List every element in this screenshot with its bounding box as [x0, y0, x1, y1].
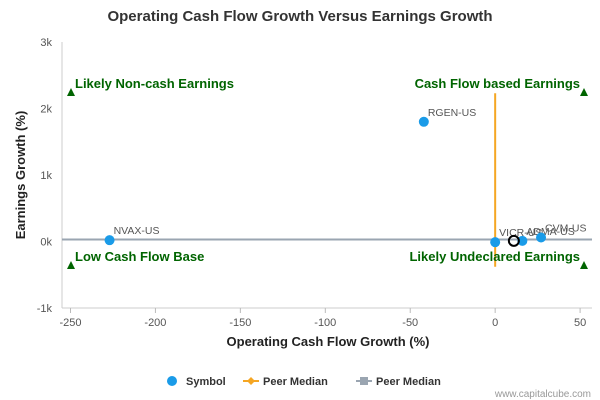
- quadrant-marker-icon: [580, 88, 588, 96]
- data-point[interactable]: [517, 235, 528, 246]
- legend-circle-icon: [167, 376, 177, 386]
- plot-area: [61, 42, 592, 309]
- quadrant-label: Low Cash Flow Base: [75, 249, 204, 264]
- highlight-point[interactable]: [507, 234, 520, 247]
- y-tick-label: 0k: [40, 237, 52, 249]
- quadrant-marker-icon: [580, 261, 588, 269]
- data-point-label: VICR-US: [499, 227, 542, 239]
- y-axis-ticks: -1k 0k 1k 2k 3k: [37, 37, 53, 315]
- legend-label: Peer Median: [263, 376, 328, 388]
- x-tick-label: -100: [314, 317, 336, 329]
- x-tick-label: -200: [144, 317, 166, 329]
- data-point[interactable]: [418, 116, 429, 127]
- legend-label: Peer Median: [376, 376, 441, 388]
- credit-text: www.capitalcube.com: [494, 389, 591, 400]
- quadrant-label: Cash Flow based Earnings: [415, 76, 580, 91]
- chart-title: Operating Cash Flow Growth Versus Earnin…: [107, 8, 492, 25]
- legend-item[interactable]: Peer Median: [243, 376, 328, 388]
- y-tick-label: 1k: [40, 170, 52, 182]
- y-axis-title: Earnings Growth (%): [13, 111, 28, 240]
- x-tick-label: -50: [402, 317, 418, 329]
- quadrant-marker-icon: [67, 88, 75, 96]
- x-tick-label: -250: [59, 317, 81, 329]
- x-tick-label: -150: [229, 317, 251, 329]
- data-point[interactable]: [104, 235, 115, 246]
- legend-diamond-icon: [247, 377, 255, 385]
- legend-label: Symbol: [186, 376, 226, 388]
- y-tick-label: 3k: [40, 37, 52, 49]
- quadrant-label: Likely Non-cash Earnings: [75, 76, 234, 91]
- median-lines: [62, 93, 592, 267]
- legend: Symbol Peer Median Peer Median: [167, 376, 441, 388]
- data-point[interactable]: [536, 232, 547, 243]
- x-tick-label: 50: [574, 317, 586, 329]
- quadrant-marker-icon: [67, 261, 75, 269]
- data-point-label: CVM-US: [545, 223, 586, 235]
- y-tick-label: 2k: [40, 104, 52, 116]
- legend-item[interactable]: Peer Median: [356, 376, 441, 388]
- data-point[interactable]: [490, 237, 501, 248]
- data-point-label: NVAX-US: [114, 225, 160, 237]
- legend-item[interactable]: Symbol: [167, 376, 226, 388]
- legend-square-icon: [360, 377, 368, 385]
- data-point-label: RGEN-US: [428, 107, 476, 119]
- x-axis-title: Operating Cash Flow Growth (%): [227, 334, 430, 349]
- y-tick-label: -1k: [37, 303, 53, 315]
- x-axis-ticks: -250 -200 -150 -100 -50 0 50: [59, 308, 586, 329]
- quadrant-label: Likely Undeclared Earnings: [409, 249, 580, 264]
- quadrant-labels: Likely Non-cash Earnings Cash Flow based …: [67, 76, 588, 269]
- x-tick-label: 0: [492, 317, 498, 329]
